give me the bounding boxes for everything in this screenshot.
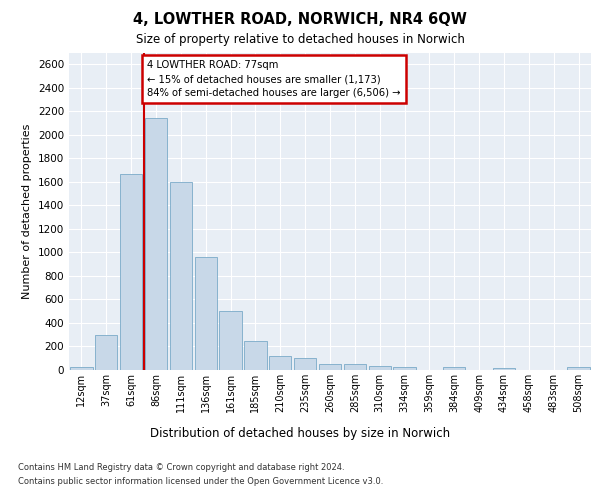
Text: 4 LOWTHER ROAD: 77sqm
← 15% of detached houses are smaller (1,173)
84% of semi-d: 4 LOWTHER ROAD: 77sqm ← 15% of detached … <box>148 60 401 98</box>
Text: Contains public sector information licensed under the Open Government Licence v3: Contains public sector information licen… <box>18 478 383 486</box>
Bar <box>194 257 217 370</box>
Bar <box>220 311 242 370</box>
Text: Contains HM Land Registry data © Crown copyright and database right 2024.: Contains HM Land Registry data © Crown c… <box>18 462 344 471</box>
Bar <box>344 364 366 370</box>
Text: Size of property relative to detached houses in Norwich: Size of property relative to detached ho… <box>136 32 464 46</box>
Bar <box>443 367 466 370</box>
Bar <box>120 174 142 370</box>
Bar <box>170 182 192 370</box>
Bar <box>145 118 167 370</box>
Bar <box>319 364 341 370</box>
Bar <box>244 340 266 370</box>
Bar <box>568 367 590 370</box>
Bar <box>95 334 118 370</box>
Bar <box>493 368 515 370</box>
Bar <box>394 367 416 370</box>
Bar <box>368 366 391 370</box>
Text: 4, LOWTHER ROAD, NORWICH, NR4 6QW: 4, LOWTHER ROAD, NORWICH, NR4 6QW <box>133 12 467 28</box>
Bar <box>70 367 92 370</box>
Bar <box>294 358 316 370</box>
Bar <box>269 356 292 370</box>
Y-axis label: Number of detached properties: Number of detached properties <box>22 124 32 299</box>
Text: Distribution of detached houses by size in Norwich: Distribution of detached houses by size … <box>150 428 450 440</box>
